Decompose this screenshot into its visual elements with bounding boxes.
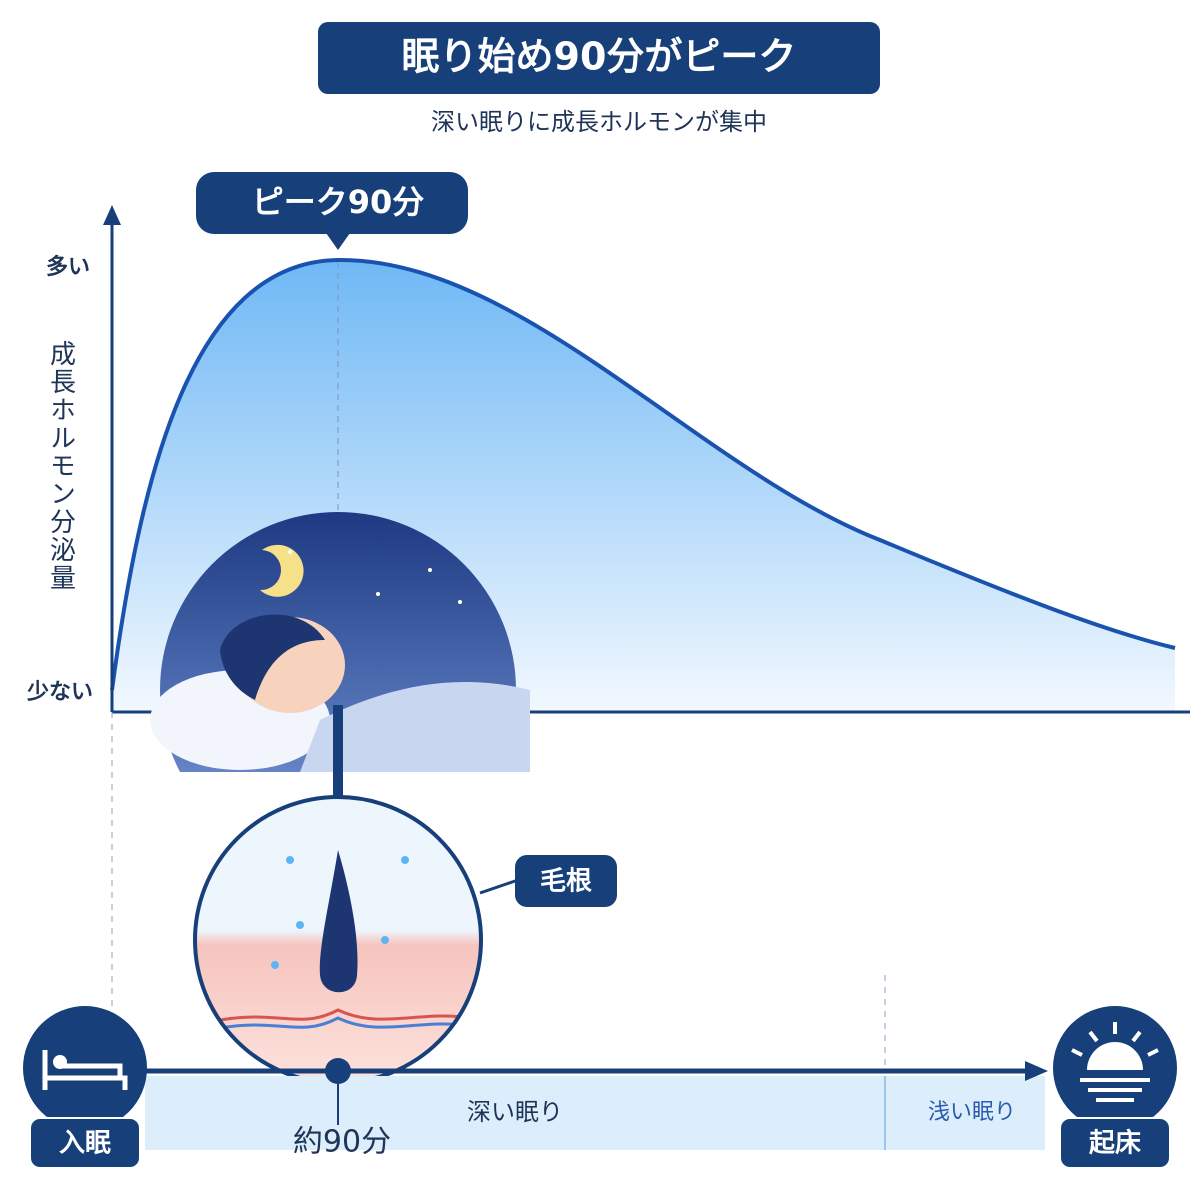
- y-high: 多い: [46, 254, 90, 280]
- sleep-scene: [150, 512, 530, 772]
- hair: [220, 614, 325, 700]
- curve: [110, 257, 1176, 691]
- hair-root: [195, 797, 481, 1083]
- callout-line: [479, 878, 519, 895]
- light-sleep: 浅い眠り: [928, 1100, 1016, 1125]
- peak-pointer: [326, 233, 350, 250]
- sun-rays: [1071, 1022, 1159, 1102]
- y-axis-label: 成長ホルモン分泌量: [46, 340, 76, 592]
- moon: [260, 544, 304, 597]
- blanket: [300, 681, 530, 772]
- marker-label: 約90分: [293, 1125, 391, 1160]
- end-box: [1059, 1117, 1171, 1169]
- blood-vessel: [219, 1008, 471, 1022]
- bed-icon: [42, 1050, 128, 1090]
- peak-label: ピーク90分: [252, 183, 425, 221]
- hair-shaft: [319, 850, 358, 993]
- callout: 毛根: [540, 867, 592, 897]
- start-box: [29, 1117, 141, 1169]
- y-arrow: [103, 205, 121, 225]
- particle: [296, 921, 304, 929]
- star: [376, 592, 380, 596]
- bed-icon-head: [53, 1055, 67, 1069]
- blood-vessel: [219, 1016, 471, 1030]
- start-label: 入眠: [59, 1129, 111, 1159]
- star: [428, 568, 432, 572]
- title-box: [318, 22, 880, 94]
- deep-sleep: 深い眠り: [467, 1098, 563, 1126]
- sun-icon: [1087, 1042, 1143, 1070]
- particle: [401, 856, 409, 864]
- star: [288, 550, 292, 554]
- end-label: 起床: [1089, 1128, 1141, 1159]
- peak-bubble: [196, 172, 468, 234]
- callout-box: [515, 855, 617, 907]
- star: [458, 600, 462, 604]
- particle: [271, 961, 279, 969]
- y-low: 少ない: [26, 680, 93, 705]
- particle: [286, 856, 294, 864]
- title: 眠り始め90分がピーク: [402, 35, 797, 79]
- subtitle: 深い眠りに成長ホルモンが集中: [431, 108, 767, 136]
- marker-dot: [325, 1058, 351, 1084]
- timeline-bar: [145, 1076, 1045, 1150]
- time-arrow: [1025, 1061, 1048, 1081]
- particle: [381, 936, 389, 944]
